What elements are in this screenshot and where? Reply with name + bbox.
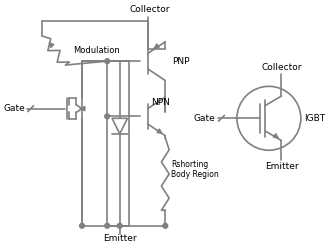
Text: IGBT: IGBT	[304, 114, 325, 123]
Circle shape	[105, 223, 110, 228]
Text: PNP: PNP	[172, 57, 190, 66]
Circle shape	[105, 114, 110, 119]
Text: Rshorting
Body Region: Rshorting Body Region	[171, 160, 219, 179]
Circle shape	[80, 223, 84, 228]
Circle shape	[163, 223, 168, 228]
Text: Gate: Gate	[3, 104, 25, 113]
Text: Emitter: Emitter	[103, 234, 136, 244]
Circle shape	[105, 59, 110, 64]
Circle shape	[117, 223, 122, 228]
Text: Collector: Collector	[261, 63, 302, 72]
Text: Emitter: Emitter	[265, 162, 298, 171]
Text: NPN: NPN	[151, 98, 170, 107]
Text: Gate: Gate	[194, 114, 215, 123]
Text: Modulation: Modulation	[73, 46, 120, 55]
Text: Collector: Collector	[130, 5, 170, 14]
